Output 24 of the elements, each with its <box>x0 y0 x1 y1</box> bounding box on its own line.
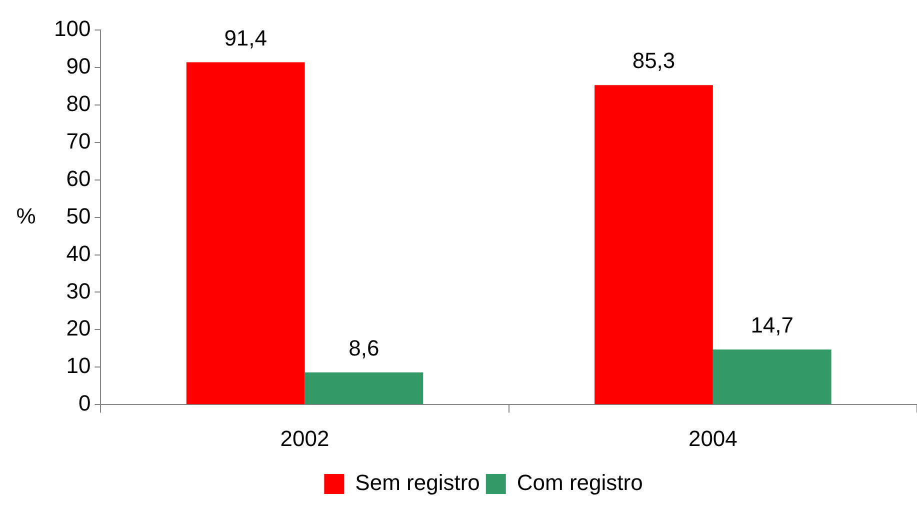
bar <box>712 350 832 404</box>
y-tick-label: 80 <box>66 90 91 116</box>
y-tick-label: 100 <box>54 16 91 42</box>
y-axis-title: % <box>16 203 36 228</box>
y-tick-label: 10 <box>66 353 91 378</box>
legend-label: Com registro <box>516 470 643 496</box>
x-tick-label: 2004 <box>688 426 738 451</box>
bar <box>594 85 713 404</box>
y-tick-label: 20 <box>66 316 91 341</box>
legend-label: Sem registro <box>355 470 480 496</box>
x-tick-label: 2002 <box>280 426 330 451</box>
y-tick-label: 0 <box>78 390 91 416</box>
data-label: 85,3 <box>632 48 676 74</box>
y-tick-label: 60 <box>66 166 91 191</box>
y-tick-label: 70 <box>66 128 91 154</box>
y-tick-label: 30 <box>66 278 91 304</box>
data-label: 14,7 <box>750 312 794 338</box>
y-tick-label: 50 <box>66 203 91 228</box>
bar <box>304 372 424 404</box>
y-tick-label: 90 <box>66 54 91 79</box>
data-label: 8,6 <box>348 335 380 360</box>
data-label: 91,4 <box>224 25 268 50</box>
bar <box>186 62 305 404</box>
y-tick-label: 40 <box>66 240 91 266</box>
